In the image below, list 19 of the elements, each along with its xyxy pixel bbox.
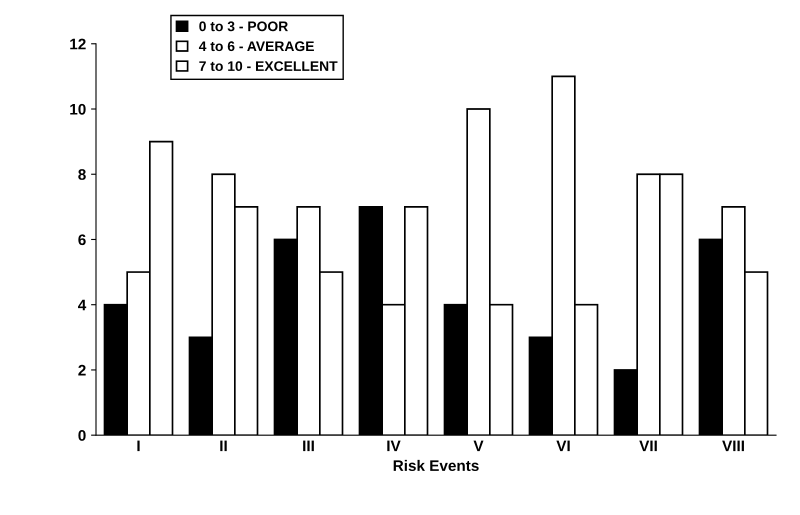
x-tick-label: V: [474, 440, 484, 452]
x-tick-label: VIII: [722, 440, 744, 452]
x-tick-label: IV: [387, 440, 401, 452]
x-tick-label: VII: [639, 440, 657, 452]
y-tick-label: 2: [78, 364, 86, 376]
x-tick-label: III: [303, 440, 314, 452]
y-tick-label: 10: [70, 104, 86, 115]
x-axis-title: Risk Events: [394, 460, 479, 472]
y-tick-label: 0: [78, 430, 86, 441]
x-tick-label: I: [137, 440, 140, 452]
y-tick-label: 6: [78, 234, 86, 246]
x-tick-label: II: [220, 440, 227, 452]
legend-label: 4 to 6 - AVERAGE: [198, 41, 314, 52]
legend-label: 0 to 3 - POOR: [199, 21, 288, 32]
legend-label: 7 to 10 - EXCELLENT: [199, 61, 338, 72]
y-tick-label: 4: [78, 300, 86, 310]
x-tick-label: VI: [556, 440, 570, 452]
y-tick-label: 8: [78, 169, 86, 180]
y-tick-label: 12: [70, 38, 86, 50]
